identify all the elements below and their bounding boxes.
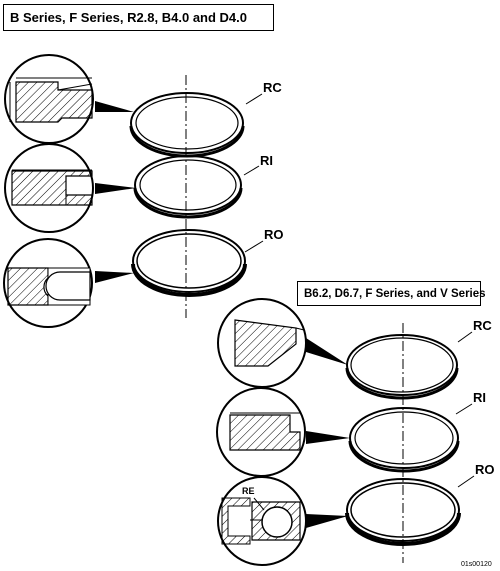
ring-bottom-rc: [345, 334, 459, 400]
label-bottom-rc: RC: [473, 318, 492, 333]
section-bottom-ri: [216, 387, 306, 477]
ring-bottom-ri: [348, 407, 460, 473]
leader-top-ri: [95, 183, 136, 194]
section-top-rc: [4, 54, 94, 144]
leader-bottom-rc: [306, 338, 348, 365]
section-top-ri: [4, 143, 94, 233]
title-bottom-series: B6.2, D6.7, F Series, and V Series: [297, 281, 486, 306]
ring-top-rc: [129, 92, 245, 158]
ring-top-ri: [133, 155, 243, 219]
label-bottom-ri: RI: [473, 390, 486, 405]
label-re: RE: [242, 486, 255, 496]
leader-bottom-ri: [306, 431, 350, 444]
leader-top-rc: [95, 101, 134, 112]
ring-top-ro: [131, 229, 247, 297]
leader-top-ro: [95, 271, 134, 283]
label-bottom-ro: RO: [475, 462, 495, 477]
title-top-series: B Series, F Series, R2.8, B4.0 and D4.0: [3, 4, 274, 31]
label-top-rc: RC: [263, 80, 282, 95]
section-bottom-ro: [217, 476, 307, 566]
section-top-ro: [3, 238, 93, 328]
label-top-ro: RO: [264, 227, 284, 242]
figure-code: 01s00120: [461, 561, 492, 568]
section-bottom-rc: [217, 298, 307, 388]
ring-bottom-ro: [345, 478, 461, 546]
leader-bottom-ro: [306, 514, 348, 528]
label-top-ri: RI: [260, 153, 273, 168]
